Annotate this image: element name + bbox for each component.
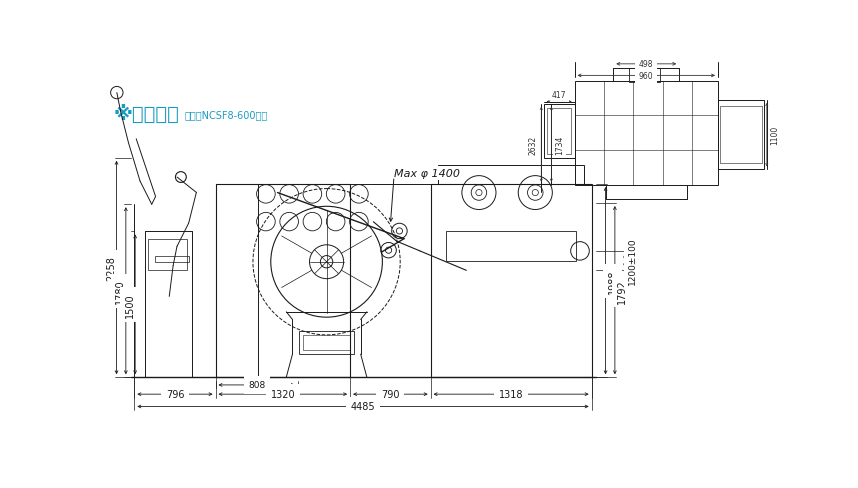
Text: 以常用NCSF8-600展示: 以常用NCSF8-600展示 (184, 110, 268, 120)
Text: 1100: 1100 (770, 126, 780, 145)
Text: 960: 960 (639, 72, 654, 81)
Bar (438, 166, 584, 184)
Bar (154, 256, 189, 263)
Text: 4485: 4485 (351, 402, 375, 412)
Text: 1200±100: 1200±100 (628, 237, 637, 285)
Bar (629, 68, 660, 82)
Bar (575, 81, 718, 185)
Bar (720, 107, 762, 164)
Text: 417: 417 (552, 91, 566, 100)
Text: ※外形尺寸: ※外形尺寸 (113, 105, 179, 124)
Bar (215, 184, 350, 377)
Text: 2632: 2632 (529, 135, 537, 155)
Bar (446, 232, 576, 261)
Bar (547, 108, 571, 155)
Bar (148, 240, 187, 271)
Text: 498: 498 (639, 60, 654, 69)
Text: 790: 790 (381, 389, 400, 399)
Text: 796: 796 (166, 389, 184, 399)
Text: 1734: 1734 (555, 135, 565, 155)
Text: 1792: 1792 (617, 278, 627, 303)
Text: 1500: 1500 (124, 292, 135, 317)
Text: 2258: 2258 (106, 256, 116, 281)
Text: 1988: 1988 (607, 269, 618, 293)
Text: 808: 808 (248, 381, 265, 389)
Text: 1318: 1318 (498, 389, 523, 399)
Bar (544, 104, 575, 159)
Text: 1780: 1780 (116, 279, 125, 304)
Bar (431, 184, 592, 377)
Text: Max φ 1400: Max φ 1400 (394, 169, 460, 179)
Bar (299, 331, 353, 354)
Bar (718, 101, 764, 170)
Text: 1320: 1320 (270, 389, 295, 399)
Bar (304, 335, 350, 350)
